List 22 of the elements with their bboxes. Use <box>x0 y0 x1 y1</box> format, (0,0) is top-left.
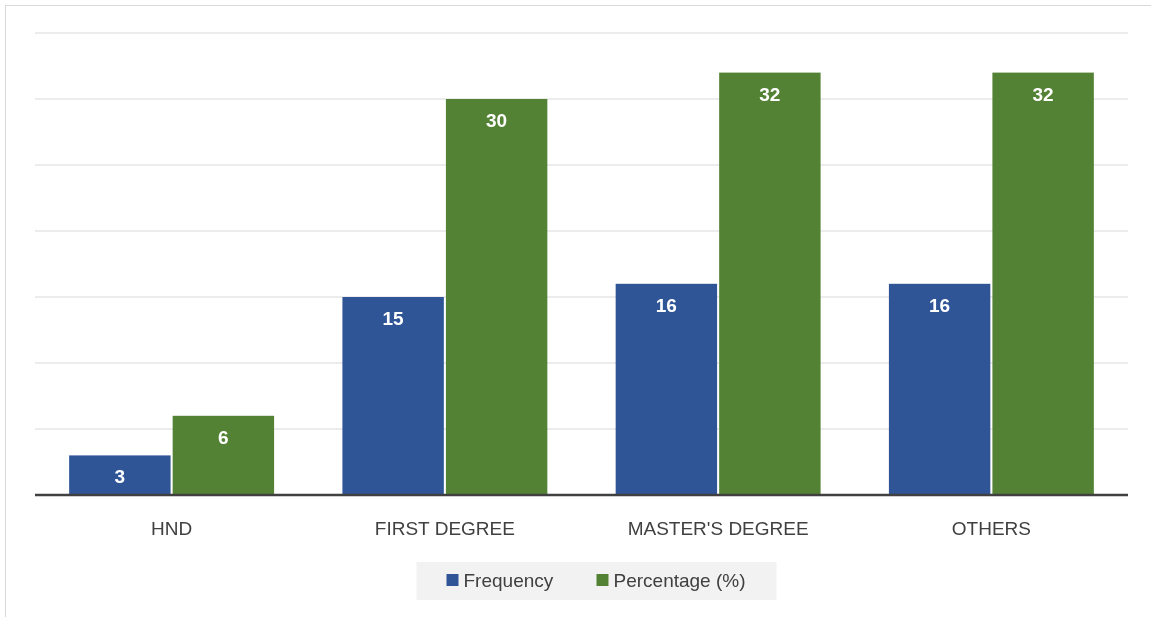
bar <box>888 283 991 495</box>
data-label: 32 <box>1032 83 1054 105</box>
bar <box>69 455 171 495</box>
bar <box>992 72 1094 495</box>
data-label: 30 <box>486 110 508 131</box>
legend-label: Frequency <box>463 570 554 591</box>
data-label: 15 <box>382 308 405 329</box>
x-tick-label: HND <box>151 518 193 539</box>
bar <box>445 99 548 495</box>
data-label: 16 <box>929 294 951 316</box>
x-tick-label: FIRST DEGREE <box>374 518 515 539</box>
legend-label: Percentage (%) <box>613 570 746 591</box>
x-tick-label: OTHERS <box>951 518 1031 539</box>
data-label: 6 <box>218 426 229 448</box>
bar <box>172 415 275 495</box>
x-tick-label: MASTER'S DEGREE <box>627 518 809 539</box>
data-label: 16 <box>655 294 677 316</box>
data-label: 3 <box>114 466 126 488</box>
bar <box>719 72 821 495</box>
bar <box>615 283 718 495</box>
data-label: 32 <box>759 83 781 105</box>
bar <box>342 297 444 495</box>
